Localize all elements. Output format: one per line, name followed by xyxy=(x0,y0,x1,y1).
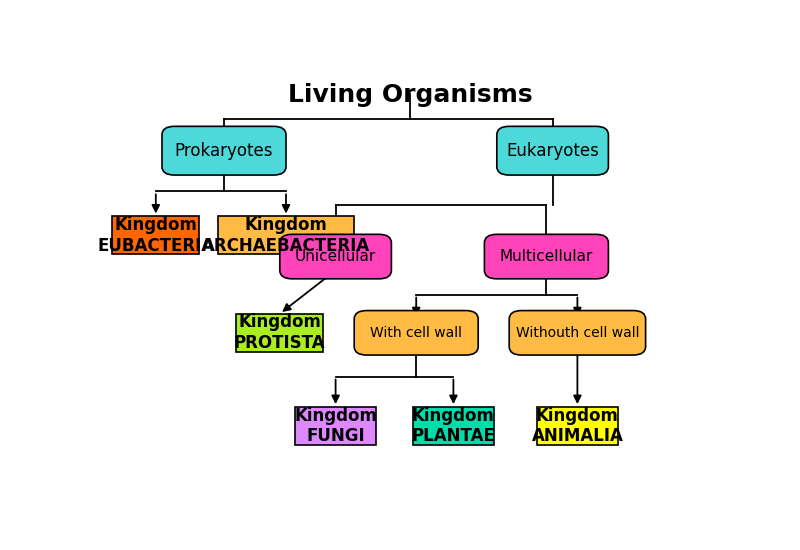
FancyBboxPatch shape xyxy=(218,216,354,255)
Text: Kingdom
ANIMALIA: Kingdom ANIMALIA xyxy=(531,406,623,446)
FancyBboxPatch shape xyxy=(295,407,376,445)
Text: Withouth cell wall: Withouth cell wall xyxy=(516,326,639,340)
Text: Kingdom
EUBACTERIA: Kingdom EUBACTERIA xyxy=(98,216,214,255)
FancyBboxPatch shape xyxy=(354,311,478,355)
FancyBboxPatch shape xyxy=(537,407,618,445)
FancyBboxPatch shape xyxy=(485,234,609,279)
FancyBboxPatch shape xyxy=(280,234,391,279)
Text: Multicellular: Multicellular xyxy=(500,249,593,264)
Text: Living Organisms: Living Organisms xyxy=(288,83,532,107)
Text: Kingdom
PROTISTA: Kingdom PROTISTA xyxy=(234,314,326,352)
FancyBboxPatch shape xyxy=(510,311,646,355)
FancyBboxPatch shape xyxy=(237,314,323,352)
FancyBboxPatch shape xyxy=(497,126,608,175)
Text: Unicellular: Unicellular xyxy=(295,249,376,264)
Text: Kingdom
ARCHAEBACTERIA: Kingdom ARCHAEBACTERIA xyxy=(202,216,370,255)
Text: Kingdom
FUNGI: Kingdom FUNGI xyxy=(294,406,377,446)
Text: Kingdom
PLANTAE: Kingdom PLANTAE xyxy=(411,406,495,446)
Text: Eukaryotes: Eukaryotes xyxy=(506,142,599,160)
FancyBboxPatch shape xyxy=(162,126,286,175)
FancyBboxPatch shape xyxy=(413,407,494,445)
Text: With cell wall: With cell wall xyxy=(370,326,462,340)
Text: Prokaryotes: Prokaryotes xyxy=(174,142,274,160)
FancyBboxPatch shape xyxy=(112,216,199,255)
